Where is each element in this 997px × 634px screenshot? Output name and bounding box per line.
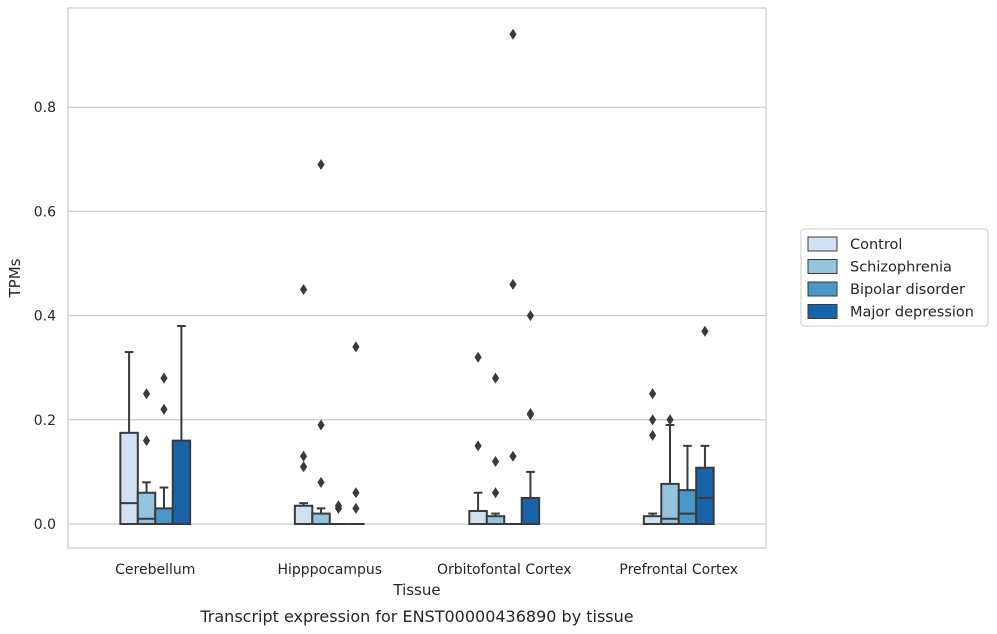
box-body — [311, 512, 331, 526]
outlier-point — [491, 487, 500, 499]
y-axis-label: TPMs — [6, 258, 24, 298]
tick-layer: 0.0 0.2 0.4 0.6 0.8 Cerebellum Hipppocampus Orb… — [34, 100, 738, 578]
outlier-point — [160, 403, 168, 415]
box-body — [520, 496, 541, 526]
outlier-point — [352, 487, 360, 499]
box-3-1 — [347, 341, 365, 525]
y-tick-label: 0.8 — [34, 100, 56, 116]
box-3-0 — [171, 325, 192, 526]
outlier-point — [491, 372, 500, 384]
outlier-point — [299, 284, 308, 296]
legend: Control Schizophrenia Bipolar disorder Majo… — [800, 228, 989, 327]
outlier-point — [526, 408, 535, 420]
box-layer — [119, 28, 715, 526]
outlier-point — [142, 388, 151, 400]
x-tick-label: Cerebellum — [115, 562, 195, 578]
legend-label: Schizophrenia — [850, 260, 952, 276]
outlier-point — [491, 455, 500, 467]
box-body — [485, 515, 506, 525]
outlier-point — [299, 450, 308, 462]
legend-label: Bipolar disorder — [850, 282, 965, 298]
box-body — [171, 439, 192, 526]
y-tick-label: 0.4 — [34, 309, 56, 325]
legend-swatch — [807, 236, 838, 252]
box-2-1 — [329, 500, 348, 525]
legend-swatch — [807, 259, 838, 274]
outlier-point — [142, 435, 151, 447]
legend-swatch — [807, 304, 838, 319]
outlier-point — [648, 429, 657, 441]
box-body — [154, 507, 174, 525]
chart-caption: Transcript expression for ENST0000043689… — [199, 607, 633, 626]
outlier-point — [666, 414, 674, 426]
y-tick-label: 0.2 — [34, 413, 56, 429]
legend-label: Major depression — [850, 305, 974, 321]
box-1-0 — [136, 388, 157, 525]
outlier-point — [509, 28, 517, 40]
y-tick-label: 0.6 — [34, 204, 56, 220]
outlier-point — [474, 440, 482, 452]
box-body — [119, 431, 139, 526]
outlier-point — [474, 351, 482, 363]
outlier-point — [317, 419, 325, 431]
x-tick-label: Orbitofontal Cortex — [437, 562, 572, 578]
box-3-2 — [520, 310, 541, 526]
outlier-point — [352, 502, 360, 514]
box-1-2 — [485, 372, 506, 525]
box-body — [642, 515, 663, 525]
box-1-1 — [311, 159, 331, 526]
outlier-point — [648, 388, 657, 400]
outlier-point — [317, 476, 325, 488]
box-3-3 — [695, 325, 715, 525]
box-2-3 — [677, 444, 698, 526]
outlier-point — [509, 450, 517, 462]
box-body — [293, 504, 314, 526]
outlier-point — [701, 325, 709, 337]
legend-swatch — [807, 281, 838, 297]
outlier-point — [160, 372, 168, 384]
x-axis-label: Tissue — [392, 581, 440, 599]
legend-frame — [800, 228, 989, 327]
outlier-point — [509, 278, 517, 290]
legend-label: Control — [850, 237, 902, 253]
x-tick-label: Hipppocampus — [277, 562, 382, 578]
y-tick-label: 0.0 — [34, 517, 56, 533]
outlier-point — [317, 159, 325, 171]
box-0-0 — [119, 351, 139, 526]
outlier-point — [299, 461, 308, 473]
box-2-0 — [154, 372, 174, 525]
box-body — [677, 489, 698, 526]
outlier-point — [526, 310, 535, 322]
outlier-point — [352, 341, 360, 353]
box-0-2 — [468, 351, 488, 526]
outlier-point — [334, 500, 343, 512]
box-0-1 — [293, 284, 314, 526]
box-body — [695, 466, 715, 525]
plot-frame — [67, 7, 767, 549]
box-2-2 — [504, 28, 522, 525]
outlier-point — [648, 414, 657, 426]
box-body — [468, 509, 488, 526]
box-0-3 — [642, 388, 663, 525]
box-1-3 — [660, 414, 680, 525]
x-tick-label: Prefrontal Cortex — [619, 562, 738, 578]
